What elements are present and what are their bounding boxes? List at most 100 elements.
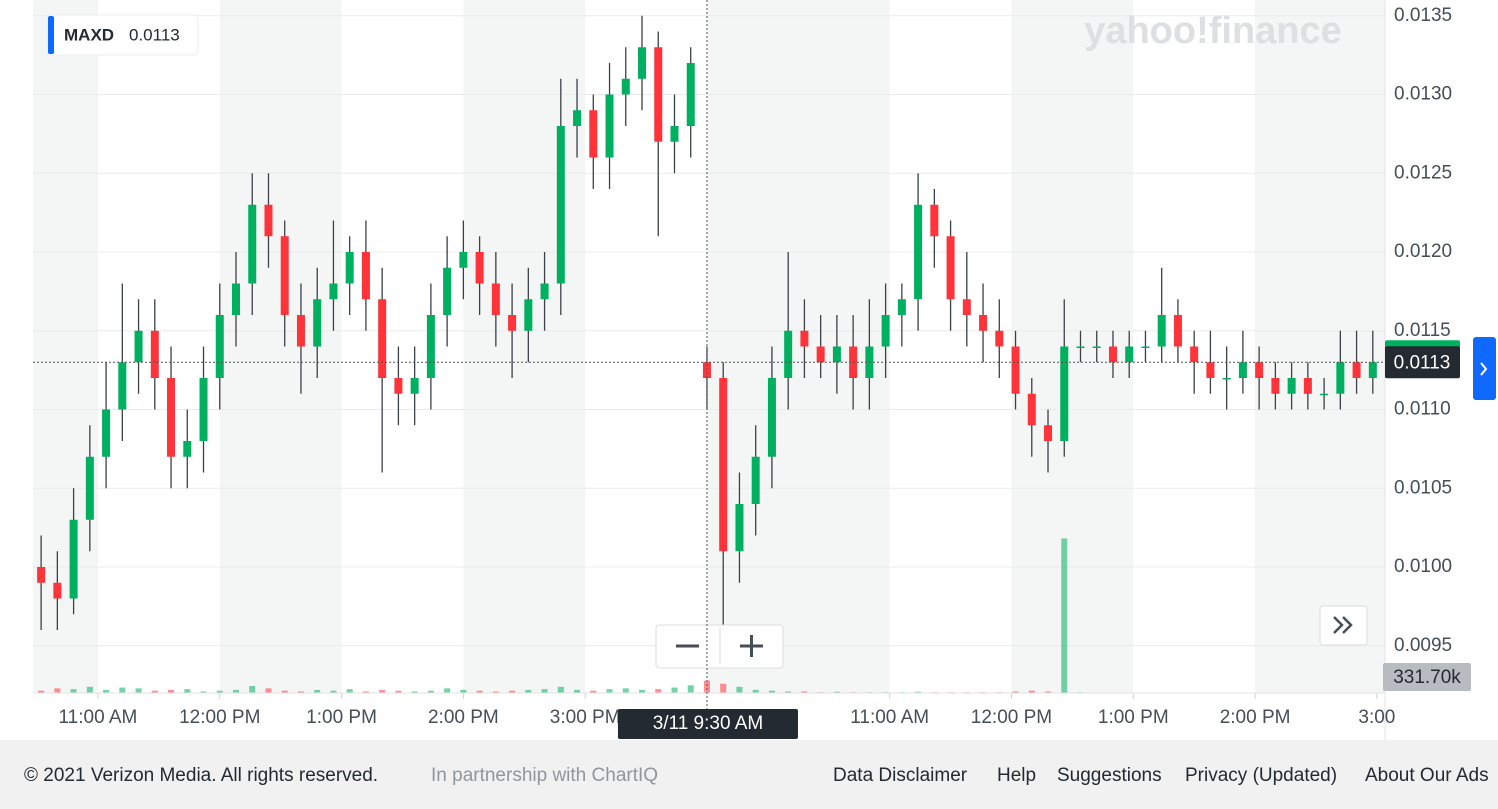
footer-link[interactable]: Suggestions [1057,765,1162,786]
volume-bar [833,691,840,693]
candle-body [1222,378,1231,380]
candle-body [183,441,192,457]
candle-body [1076,346,1085,348]
candle-body [345,252,354,284]
candle-body [751,456,760,504]
volume-bar [1045,691,1052,693]
candle-body [378,299,387,378]
candle-body [264,204,273,237]
volume-bar [346,689,353,693]
candle-body [1206,362,1215,378]
volume-bar [492,691,499,693]
candle-body [654,47,663,142]
candle-body [1125,346,1134,363]
volume-bar [1061,538,1068,693]
candle-body [832,346,841,363]
volume-bar [590,690,597,693]
x-tick-label: 1:00 PM [306,707,377,728]
volume-bar [86,686,93,693]
x-tick-label: 3:00 PM [550,707,621,728]
footer-link[interactable]: About Our Ads [1365,765,1489,786]
candle-body [962,299,971,315]
expand-box[interactable] [1319,605,1368,646]
volume-bar [736,686,743,693]
candle-body [979,315,988,331]
hour-band [33,0,98,693]
partner-link[interactable]: In partnership with ChartIQ [431,765,659,786]
candle-body [296,315,305,347]
chart: 0.0095 0.0100 0.0105 0.0110 0.0115 0.0120 0.01… [33,0,1496,740]
candle-body [930,204,939,237]
volume-bar [330,690,337,693]
candle-body [248,204,257,284]
volume-bar [915,691,922,693]
volume-bar [671,687,678,693]
volume-bar [606,689,613,693]
candle-body [232,283,241,315]
candle-body [1141,346,1150,348]
volume-bar [151,690,158,693]
side-tab[interactable] [1473,337,1496,400]
legend-box [46,14,199,56]
candle-body [199,378,208,441]
y-tick-label: 0.0110 [1394,399,1451,420]
crosshair-x-box [617,709,798,739]
volume-readout: 331.70k [1393,667,1461,688]
candle-body [1238,362,1247,378]
volume-bar [233,689,240,693]
y-tick-label: 0.0135 [1394,5,1452,26]
candle-body [524,299,533,331]
footer-link[interactable]: Privacy (Updated) [1185,765,1338,786]
candle-body [215,315,224,378]
candle-body [37,567,46,583]
volume-bar [103,689,110,693]
side-tab-icon [1480,362,1488,376]
candle-body [1190,346,1199,363]
volume-bar [1012,691,1019,693]
y-tick-label: 0.0125 [1394,162,1452,183]
candle-body [556,126,565,284]
volume-bar [119,687,126,693]
candle-body [1060,346,1069,441]
volume-bar [379,689,386,693]
volume-bar [460,689,467,693]
x-tick-label: 12:00 PM [179,707,260,728]
volume-bar [444,688,451,693]
candle-body [394,378,403,394]
candle-body [410,378,419,394]
volume-bar [314,689,321,693]
volume-bar [297,691,304,693]
candle-body [686,63,695,126]
volume-bar [622,688,629,693]
candle-body [816,346,825,363]
candle-body [1092,346,1101,348]
candle-body [881,315,890,347]
zoom-controls[interactable] [655,624,784,669]
candle-body [150,330,159,378]
candle-body [573,110,582,126]
candle-body [589,110,598,158]
candle-body [329,283,338,300]
expand-icon [1333,616,1353,634]
candle-body [702,362,711,378]
volume-bar [541,689,548,693]
x-tick-label: 1:00 PM [1098,707,1169,728]
candle-body [784,330,793,378]
candle-body [1303,378,1312,394]
y-tick-label: 0.0100 [1394,556,1452,577]
expand-button[interactable] [1319,605,1368,646]
footer-link[interactable]: Data Disclaimer [833,765,968,786]
volume-bar [752,689,759,693]
volume-bar [768,690,775,693]
zoom-in[interactable] [740,635,763,657]
footer-link[interactable]: Help [997,765,1037,786]
volume-bar [54,688,61,693]
legend-price: 0.0113 [129,25,180,44]
legend: MAXD 0.0113 [46,14,199,56]
hour-band [463,0,586,693]
candle-body [85,456,94,520]
candle-body [426,315,435,378]
candle-body [443,267,452,315]
candle-body [1320,393,1329,396]
